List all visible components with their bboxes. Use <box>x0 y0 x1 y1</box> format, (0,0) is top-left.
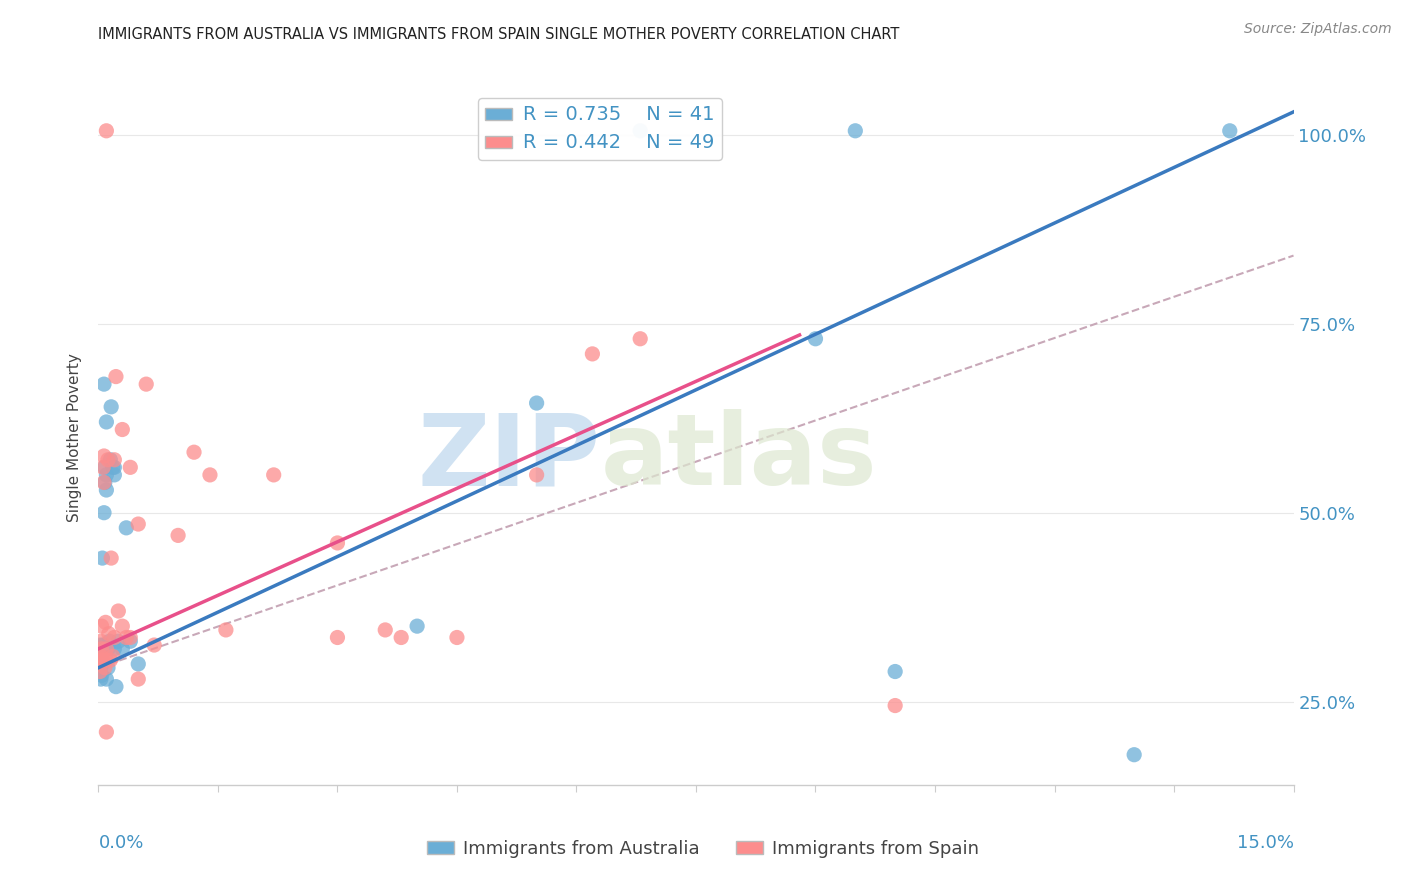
Point <box>91 638 114 652</box>
Point <box>198 467 221 482</box>
Point <box>91 653 114 667</box>
Text: 15.0%: 15.0% <box>1236 834 1294 852</box>
Point <box>115 521 138 535</box>
Text: ZIP: ZIP <box>418 409 600 507</box>
Point <box>97 626 120 640</box>
Point <box>1123 747 1146 762</box>
Point <box>127 672 149 686</box>
Point <box>526 396 548 410</box>
Point <box>90 641 112 656</box>
Point <box>103 460 125 475</box>
Point <box>94 475 117 490</box>
Point <box>89 653 111 667</box>
Point <box>263 467 285 482</box>
Point <box>127 516 149 531</box>
Point <box>143 638 166 652</box>
Point <box>884 665 907 679</box>
Point <box>104 680 127 694</box>
Point <box>97 452 120 467</box>
Point <box>96 467 118 482</box>
Y-axis label: Single Mother Poverty: Single Mother Poverty <box>67 352 83 522</box>
Point <box>100 551 122 566</box>
Point <box>94 661 117 675</box>
Point <box>844 124 866 138</box>
Point <box>90 649 112 664</box>
Text: 0.0%: 0.0% <box>98 834 143 852</box>
Point <box>111 641 134 656</box>
Text: atlas: atlas <box>600 409 877 507</box>
Point <box>98 634 121 648</box>
Point <box>115 631 138 645</box>
Point <box>326 536 349 550</box>
Point <box>89 638 111 652</box>
Point <box>93 475 115 490</box>
Point <box>97 661 120 675</box>
Point <box>90 634 112 648</box>
Point <box>104 369 127 384</box>
Point <box>101 460 124 475</box>
Point <box>884 698 907 713</box>
Point <box>96 725 118 739</box>
Text: Source: ZipAtlas.com: Source: ZipAtlas.com <box>1244 22 1392 37</box>
Point <box>89 665 111 679</box>
Point <box>1219 124 1241 138</box>
Point <box>111 423 134 437</box>
Point <box>96 653 118 667</box>
Point <box>111 619 134 633</box>
Point <box>103 631 125 645</box>
Point <box>127 657 149 671</box>
Point <box>91 657 114 671</box>
Point <box>107 604 129 618</box>
Legend: Immigrants from Australia, Immigrants from Spain: Immigrants from Australia, Immigrants fr… <box>420 833 986 865</box>
Point <box>103 641 125 656</box>
Point <box>120 634 142 648</box>
Legend: R = 0.735    N = 41, R = 0.442    N = 49: R = 0.735 N = 41, R = 0.442 N = 49 <box>478 98 721 160</box>
Point <box>374 623 396 637</box>
Point <box>98 452 122 467</box>
Point <box>90 641 112 656</box>
Point <box>96 483 118 497</box>
Point <box>406 619 429 633</box>
Point <box>91 551 114 566</box>
Point <box>91 653 114 667</box>
Point <box>96 672 118 686</box>
Point <box>93 449 115 463</box>
Point <box>96 415 118 429</box>
Point <box>804 332 827 346</box>
Point <box>581 347 603 361</box>
Point <box>183 445 205 459</box>
Point <box>101 649 124 664</box>
Point <box>389 631 412 645</box>
Point <box>94 615 117 630</box>
Point <box>446 631 468 645</box>
Point <box>97 641 120 656</box>
Point <box>98 653 122 667</box>
Point <box>89 665 111 679</box>
Point <box>96 641 118 656</box>
Point <box>100 400 122 414</box>
Point <box>326 631 349 645</box>
Point <box>103 467 125 482</box>
Point <box>120 460 142 475</box>
Point <box>628 332 651 346</box>
Point <box>90 672 112 686</box>
Point <box>167 528 190 542</box>
Text: IMMIGRANTS FROM AUSTRALIA VS IMMIGRANTS FROM SPAIN SINGLE MOTHER POVERTY CORRELA: IMMIGRANTS FROM AUSTRALIA VS IMMIGRANTS … <box>98 27 900 42</box>
Point <box>628 124 651 138</box>
Point <box>120 631 142 645</box>
Point <box>215 623 238 637</box>
Point <box>93 377 115 392</box>
Point <box>90 619 112 633</box>
Point <box>526 467 548 482</box>
Point <box>135 377 157 392</box>
Point <box>93 506 115 520</box>
Point <box>103 452 125 467</box>
Point <box>89 653 111 667</box>
Point <box>94 460 117 475</box>
Point <box>90 668 112 682</box>
Point <box>107 634 129 648</box>
Point <box>96 124 118 138</box>
Point <box>91 460 114 475</box>
Point <box>90 649 112 664</box>
